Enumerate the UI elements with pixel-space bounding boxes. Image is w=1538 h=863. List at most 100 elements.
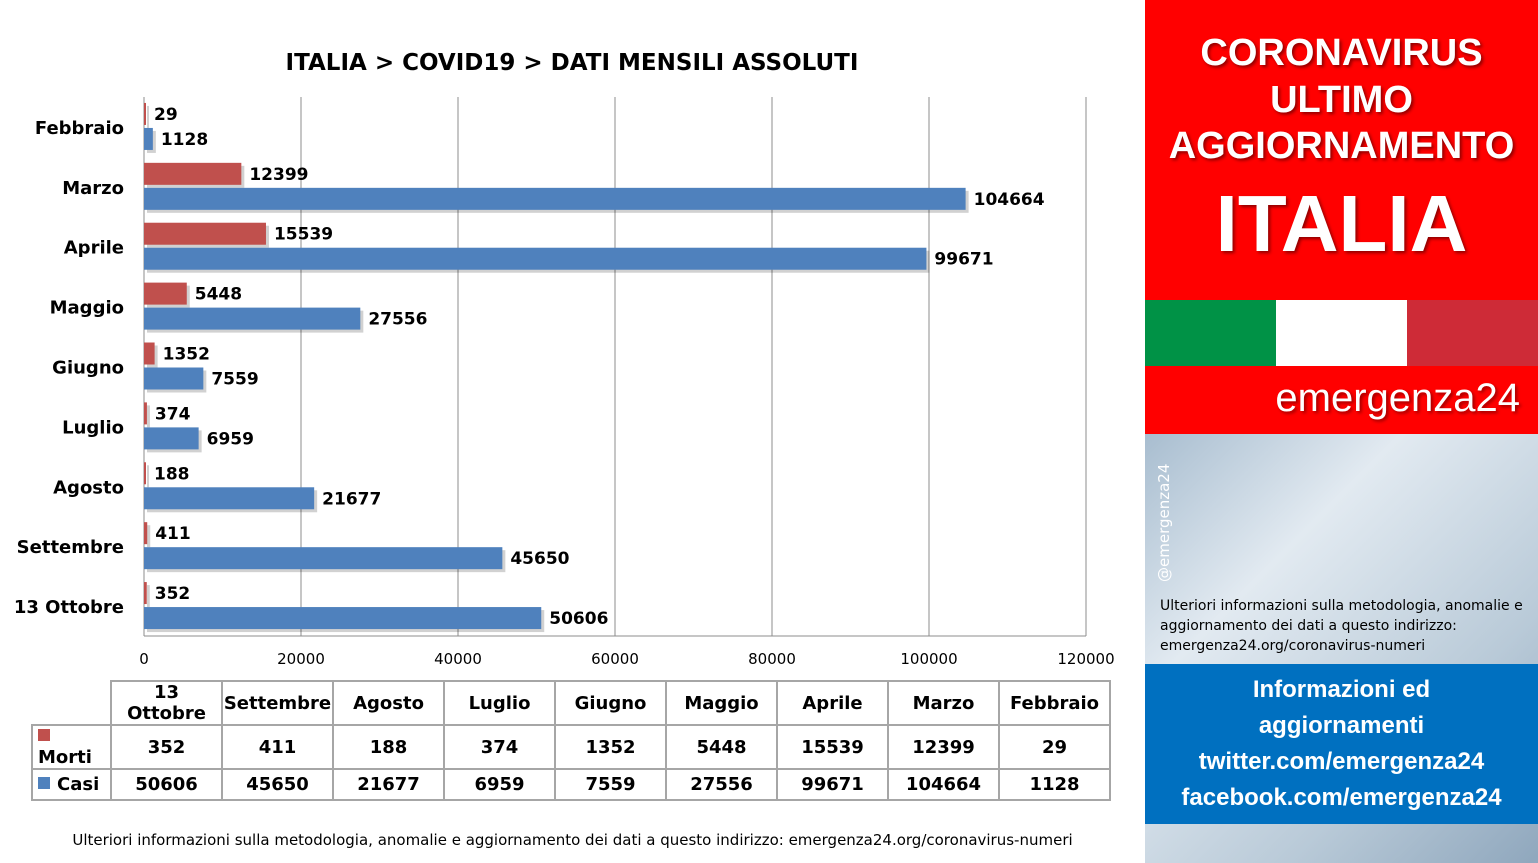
bar-casi <box>144 127 153 150</box>
table-cell: 5448 <box>665 724 778 770</box>
data-label: 99671 <box>934 250 993 270</box>
bar-morti <box>144 282 187 305</box>
bar-morti <box>144 402 147 425</box>
data-label: 29 <box>154 105 178 125</box>
italian-flag <box>1145 300 1538 366</box>
table-cell: 6959 <box>443 768 556 801</box>
data-label: 5448 <box>195 285 242 305</box>
flag-green-stripe <box>1145 300 1276 366</box>
bar-casi <box>144 487 315 510</box>
category-label: Settembre <box>17 537 124 558</box>
x-tick-label: 100000 <box>900 650 957 668</box>
table-cell: 374 <box>443 724 556 770</box>
legend-swatch <box>38 777 50 789</box>
bar-casi <box>144 367 204 390</box>
table-column-header: 13 Ottobre <box>110 680 223 726</box>
bar-casi <box>144 547 503 570</box>
brand-name: emergenza24 <box>1275 376 1520 420</box>
table-cell: 45650 <box>221 768 334 801</box>
bar-casi <box>144 307 361 330</box>
bar-morti <box>144 462 146 485</box>
category-label: Febbraio <box>35 118 124 139</box>
social-handle: @emergenza24 <box>1155 463 1173 582</box>
data-table: 13 Ottobre Settembre Agosto Luglio Giugno Mag… <box>31 680 1111 801</box>
brand-bar: emergenza24 <box>1145 366 1538 434</box>
info-line-2: aggiornamenti <box>1258 712 1425 739</box>
data-label: 1352 <box>163 345 210 365</box>
bar-casi <box>144 187 966 210</box>
info-line-1: Informazioni ed <box>1252 676 1431 703</box>
data-label: 50606 <box>549 609 608 629</box>
bar-morti <box>144 522 148 545</box>
x-tick-label: 80000 <box>748 650 796 668</box>
legend-swatch <box>38 729 50 741</box>
table-row: Casi 50606 45650 21677 6959 7559 27556 99671 104… <box>31 768 1111 801</box>
table-cell: 411 <box>221 724 334 770</box>
table-corner <box>32 681 112 726</box>
table-row-header: Casi <box>31 768 112 801</box>
table-row: Morti 352 411 188 374 1352 5448 15539 12399 29 <box>31 724 1111 770</box>
bar-shadow <box>147 465 149 488</box>
flag-white-stripe <box>1276 300 1407 366</box>
category-label: 13 Ottobre <box>14 597 124 618</box>
bar-morti <box>144 102 146 125</box>
footer-note: Ulteriori informazioni sulla metodologia… <box>72 831 1073 849</box>
facebook-link[interactable]: facebook.com/emergenza24 <box>1181 784 1502 811</box>
data-label: 12399 <box>249 165 308 185</box>
table-column-header: Settembre <box>221 680 334 726</box>
flag-red-stripe <box>1407 300 1538 366</box>
data-label: 352 <box>155 584 191 604</box>
table-cell: 15539 <box>776 724 889 770</box>
headline-coronavirus: CORONAVIRUS <box>1200 32 1483 74</box>
table-cell: 27556 <box>665 768 778 801</box>
table-cell: 12399 <box>887 724 1000 770</box>
data-label: 374 <box>155 404 191 424</box>
table-column-header: Giugno <box>554 680 667 726</box>
category-label: Agosto <box>53 477 124 498</box>
table-column-header: Maggio <box>665 680 778 726</box>
category-label: Marzo <box>62 178 124 199</box>
data-label: 411 <box>155 524 191 544</box>
data-label: 21677 <box>322 489 381 509</box>
table-cell: 50606 <box>110 768 223 801</box>
data-label: 27556 <box>368 310 427 330</box>
bar-morti <box>144 342 155 365</box>
twitter-link[interactable]: twitter.com/emergenza24 <box>1198 748 1485 775</box>
headline-aggiornamento: AGGIORNAMENTO <box>1168 125 1515 167</box>
bar-shadow <box>147 585 150 608</box>
table-cell: 29 <box>998 724 1111 770</box>
x-tick-label: 0 <box>139 650 149 668</box>
category-label: Maggio <box>50 298 124 319</box>
category-label: Giugno <box>52 358 124 379</box>
table-cell: 188 <box>332 724 445 770</box>
bar-morti <box>144 222 266 245</box>
x-tick-label: 120000 <box>1057 650 1114 668</box>
table-cell: 1352 <box>554 724 667 770</box>
x-tick-label: 60000 <box>591 650 639 668</box>
chart-title: ITALIA > COVID19 > DATI MENSILI ASSOLUTI <box>286 50 859 76</box>
side-note: Ulteriori informazioni sulla metodologia… <box>1160 598 1523 654</box>
info-box: Informazioni ed aggiornamenti twitter.co… <box>1145 664 1538 824</box>
bar-morti <box>144 582 147 605</box>
bar-shadow <box>147 405 150 428</box>
x-tick-label: 20000 <box>277 650 325 668</box>
legend-label: Casi <box>57 774 100 795</box>
chart-area: ITALIA > COVID19 > DATI MENSILI ASSOLUTI… <box>13 50 1115 849</box>
table-cell: 7559 <box>554 768 667 801</box>
headline-country: ITALIA <box>1215 179 1468 268</box>
table-row-header: Morti <box>31 724 112 770</box>
data-label: 45650 <box>510 549 569 569</box>
table-cell: 352 <box>110 724 223 770</box>
table-column-header: Febbraio <box>998 680 1111 726</box>
data-label: 1128 <box>161 130 208 150</box>
table-cell: 21677 <box>332 768 445 801</box>
data-label: 6959 <box>207 429 254 449</box>
bar-casi <box>144 427 199 450</box>
bar-casi <box>144 607 542 630</box>
table-cell: 99671 <box>776 768 889 801</box>
table-column-header: Luglio <box>443 680 556 726</box>
data-label: 7559 <box>211 370 258 390</box>
data-label: 188 <box>154 464 190 484</box>
x-tick-label: 40000 <box>434 650 482 668</box>
table-cell: 104664 <box>887 768 1000 801</box>
